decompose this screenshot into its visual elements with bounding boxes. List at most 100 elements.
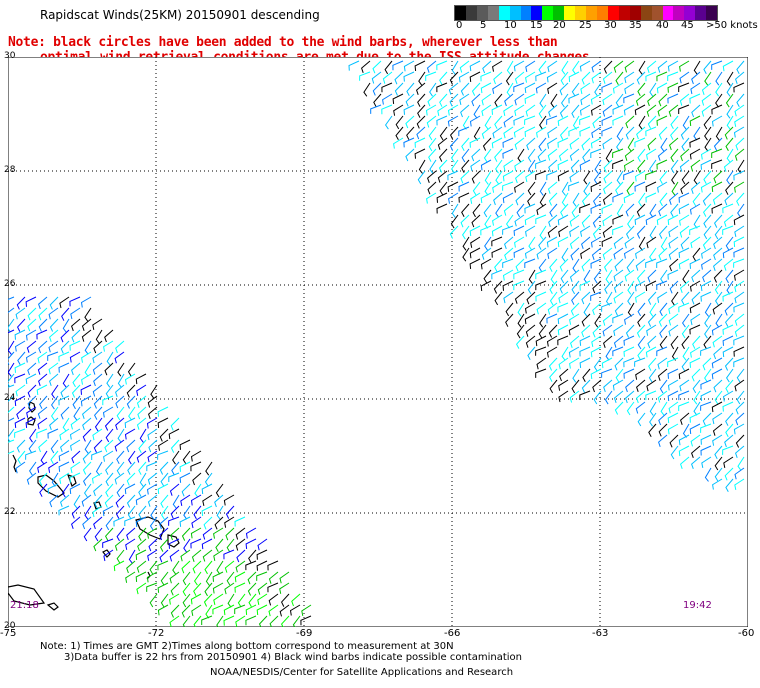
colorbar-label: 30 (604, 20, 617, 31)
wind-barb (646, 324, 657, 336)
wind-barb (180, 549, 191, 562)
wind-barb (547, 181, 558, 194)
wind-barb (623, 335, 635, 346)
wind-barb (604, 390, 613, 405)
wind-barb (538, 60, 547, 75)
wind-barb (647, 291, 657, 305)
wind-barb (128, 549, 136, 564)
wind-barb (148, 439, 158, 453)
wind-barb (691, 104, 701, 118)
wind-barb (495, 170, 503, 185)
wind-barb (439, 126, 448, 141)
wind-barb (502, 269, 514, 281)
wind-barb (592, 225, 602, 239)
wind-barb (225, 527, 235, 541)
wind-barb (601, 82, 613, 93)
wind-barb (645, 390, 657, 401)
wind-barb (393, 137, 404, 149)
wind-barb (725, 236, 734, 251)
wind-barb (403, 71, 415, 82)
wind-barb (590, 203, 602, 214)
wind-barb (27, 362, 37, 376)
wind-barb (157, 604, 169, 616)
wind-barb (516, 324, 525, 339)
wind-barb (224, 560, 235, 573)
wind-barb (659, 170, 668, 185)
wind-barb (623, 159, 635, 171)
wind-barb (722, 401, 734, 412)
colorbar-swatch (455, 6, 466, 20)
wind-barb (14, 417, 26, 428)
wind-barb (426, 115, 437, 128)
wind-barb (14, 395, 26, 407)
wind-barb (700, 346, 712, 356)
wind-barb (257, 593, 268, 605)
wind-barb (436, 192, 448, 203)
wind-barb (69, 483, 81, 495)
wind-barb (516, 203, 525, 218)
wind-barb (493, 71, 503, 85)
wind-barb (571, 203, 580, 218)
colorbar-swatch (618, 6, 630, 20)
wind-barb (591, 126, 602, 138)
wind-barb (668, 401, 679, 414)
wind-barb (656, 280, 668, 290)
map-frame (8, 57, 748, 627)
wind-speed-colorbar (454, 5, 718, 21)
wind-barb (601, 236, 613, 247)
wind-barb (191, 604, 202, 616)
wind-barb (548, 357, 558, 371)
wind-barb (126, 384, 136, 398)
wind-barb (225, 505, 235, 519)
wind-barb (647, 269, 657, 283)
wind-barb (667, 214, 679, 226)
wind-barb (258, 615, 268, 627)
longitude-label: -63 (592, 628, 609, 639)
longitude-label: -60 (738, 628, 755, 639)
wind-barb (205, 461, 213, 476)
wind-barb (713, 236, 723, 250)
wind-barb (17, 351, 26, 366)
wind-barb (416, 115, 426, 129)
wind-barb (725, 412, 734, 426)
wind-barb (689, 258, 701, 269)
wind-barb (135, 373, 147, 385)
wind-barb (359, 71, 371, 81)
wind-barb (691, 291, 701, 305)
colorbar-swatch (684, 6, 696, 20)
wind-barb (71, 329, 81, 343)
wind-barb (572, 60, 580, 75)
wind-barb (493, 280, 503, 294)
wind-barb (569, 357, 580, 369)
wind-barb (204, 582, 213, 597)
wind-barb (190, 593, 202, 605)
wind-barb (570, 247, 580, 261)
wind-barb (668, 324, 679, 337)
wind-barb (15, 461, 26, 474)
wind-barb (395, 126, 404, 141)
wind-barb (213, 593, 224, 606)
wind-barb (648, 423, 657, 437)
wind-barb (693, 390, 701, 405)
wind-barb (506, 82, 514, 97)
wind-barb (126, 395, 136, 409)
wind-barb (602, 313, 613, 326)
wind-barb (560, 126, 569, 140)
wind-barb (16, 296, 26, 310)
wind-barb (135, 549, 147, 560)
wind-barb (393, 104, 404, 116)
wind-barb (180, 494, 191, 506)
wind-barb (159, 428, 169, 442)
wind-barb (37, 362, 48, 375)
wind-barb (25, 450, 37, 460)
wind-barb (711, 324, 723, 336)
wind-barb (204, 472, 213, 487)
wind-barb (571, 82, 580, 97)
wind-barb (613, 324, 624, 336)
wind-barb (645, 346, 657, 358)
wind-barb (348, 60, 360, 71)
wind-barb (535, 280, 547, 291)
wind-barb (624, 82, 635, 94)
wind-barb (613, 247, 624, 260)
wind-barb (472, 203, 481, 218)
